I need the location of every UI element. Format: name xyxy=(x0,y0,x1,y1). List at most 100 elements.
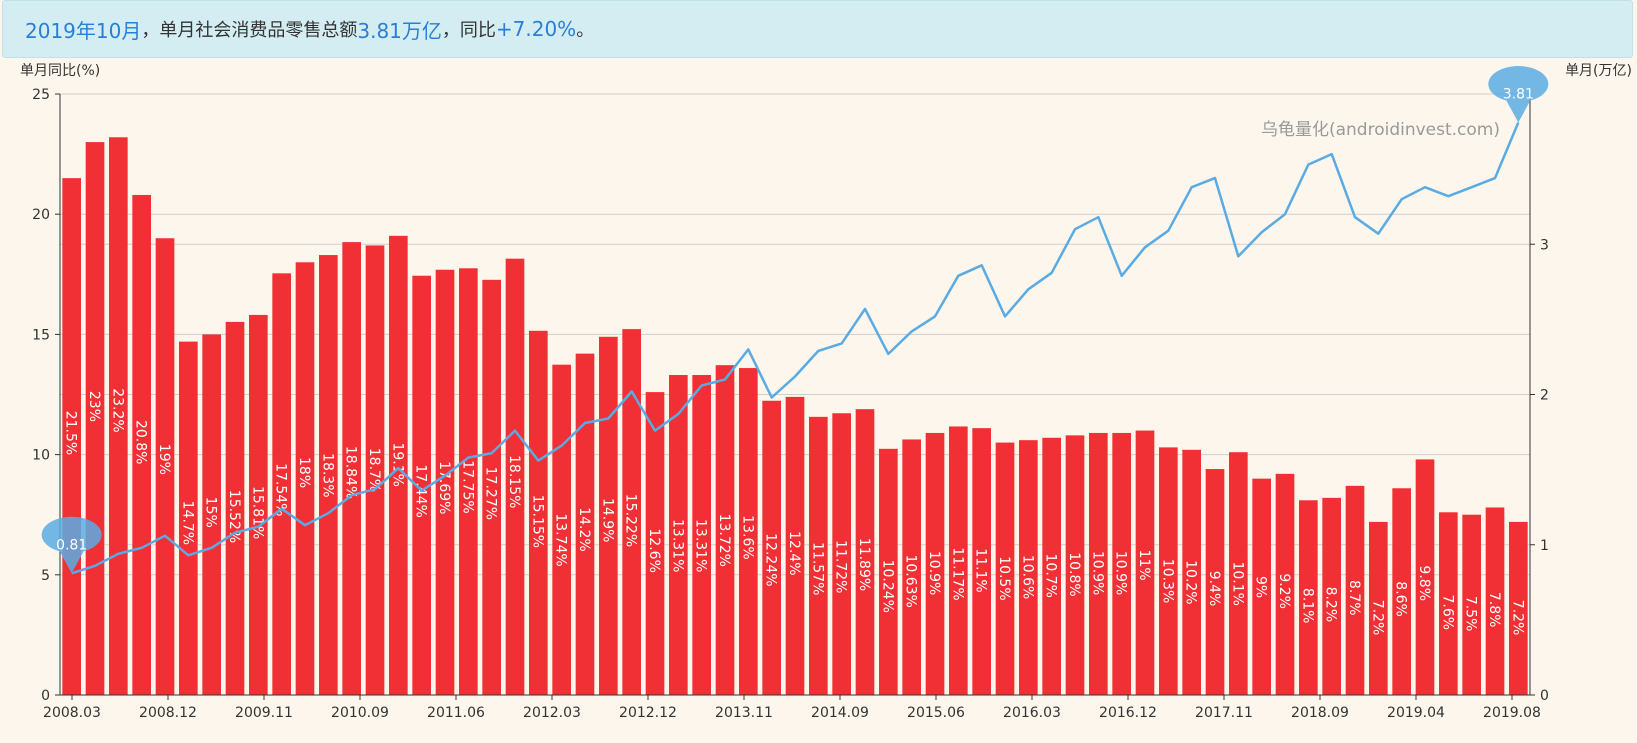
bar-label: 7.2% xyxy=(1369,600,1385,636)
bar xyxy=(435,269,455,695)
bar-label: 18% xyxy=(296,457,312,488)
right-tick-label: 2 xyxy=(1540,388,1549,404)
bar-label: 23.2% xyxy=(109,388,125,432)
bar-label: 7.5% xyxy=(1463,596,1479,632)
bar xyxy=(389,235,408,695)
bar xyxy=(995,442,1015,695)
bar-label: 10.9% xyxy=(926,551,942,595)
retail-sales-chart: 单月同比(%) 单月(万亿) 乌龟量化(androidinvest.com) 2… xyxy=(20,63,1632,721)
x-tick-label: 2016.03 xyxy=(1003,705,1061,721)
left-tick-label: 15 xyxy=(32,327,50,343)
bar-label: 10.24% xyxy=(879,560,895,613)
bar xyxy=(85,142,105,695)
x-tick-label: 2019.08 xyxy=(1483,705,1541,721)
x-tick-label: 2008.12 xyxy=(139,705,197,721)
bar xyxy=(1229,452,1248,695)
watermark: 乌龟量化(androidinvest.com) xyxy=(1261,120,1500,140)
bar xyxy=(645,392,665,695)
bar xyxy=(809,416,828,695)
bar-label: 9.4% xyxy=(1206,571,1222,607)
bar xyxy=(1205,469,1225,695)
banner-yoy: +7.20% xyxy=(495,17,577,41)
bar xyxy=(155,238,175,696)
bar-label: 7.2% xyxy=(1509,600,1525,636)
bar xyxy=(365,245,385,695)
bar-label: 15.52% xyxy=(226,490,242,543)
bar-label: 8.6% xyxy=(1393,581,1409,617)
left-tick-label: 25 xyxy=(32,87,50,103)
bar xyxy=(132,194,151,695)
marker-pin xyxy=(1488,66,1549,123)
bar xyxy=(949,426,968,695)
bar xyxy=(342,242,361,695)
bar xyxy=(669,375,688,695)
bar-label: 9.8% xyxy=(1416,565,1432,601)
right-tick-label: 0 xyxy=(1540,688,1549,704)
bar xyxy=(902,439,921,695)
bar-label: 10.2% xyxy=(1183,560,1199,604)
bar xyxy=(179,341,198,695)
bar-label: 11.72% xyxy=(833,540,849,593)
bar-label: 8.2% xyxy=(1323,587,1339,623)
bar-label: 17.69% xyxy=(436,461,452,514)
bar-label: 10.8% xyxy=(1066,552,1082,596)
bar xyxy=(319,255,338,695)
value-marker: 0.81 xyxy=(41,516,102,574)
right-axis-label: 单月(万亿) xyxy=(1565,63,1632,79)
bar-label: 21.5% xyxy=(63,411,79,455)
bar-label: 12.24% xyxy=(763,533,779,586)
bar-label: 10.9% xyxy=(1089,551,1105,595)
bar-label: 13.31% xyxy=(669,519,685,572)
marker-label: 3.81 xyxy=(1503,87,1534,103)
bar xyxy=(202,334,221,695)
bar xyxy=(1509,521,1528,695)
right-tick-label: 1 xyxy=(1540,538,1549,554)
bar-label: 14.2% xyxy=(576,507,592,551)
bar xyxy=(1392,488,1411,695)
bar-label: 14.7% xyxy=(179,501,195,545)
bar xyxy=(505,258,525,695)
x-tick-label: 2015.06 xyxy=(907,705,965,721)
bar-label: 11.57% xyxy=(809,542,825,595)
bar xyxy=(1019,440,1038,695)
bar xyxy=(249,314,268,695)
bar xyxy=(482,279,501,695)
banner-end: 。 xyxy=(576,20,595,41)
bar-label: 15.15% xyxy=(529,495,545,548)
bar-label: 10.1% xyxy=(1229,561,1245,605)
bar xyxy=(785,396,805,695)
bar-label: 17.54% xyxy=(273,463,289,516)
x-tick-label: 2010.09 xyxy=(331,705,389,721)
bar-label: 15.81% xyxy=(249,486,265,539)
bar xyxy=(599,336,618,695)
bar-label: 11% xyxy=(1136,550,1152,581)
x-tick-label: 2016.12 xyxy=(1099,705,1157,721)
bar xyxy=(225,321,245,695)
bar-label: 11.17% xyxy=(949,547,965,600)
bar-label: 18.3% xyxy=(319,453,335,497)
bar xyxy=(739,368,758,695)
marker-label: 0.81 xyxy=(56,537,87,553)
banner-amount: 3.81万亿 xyxy=(357,18,442,43)
bar-label: 10.7% xyxy=(1043,554,1059,598)
x-tick-label: 2012.03 xyxy=(523,705,581,721)
bar xyxy=(1089,432,1108,695)
bar-label: 10.3% xyxy=(1159,559,1175,603)
bar xyxy=(295,262,315,695)
bar-label: 18.15% xyxy=(506,455,522,508)
bar xyxy=(1042,437,1061,695)
bar-label: 17.75% xyxy=(459,460,475,513)
bar-label: 18.84% xyxy=(343,446,359,499)
bar xyxy=(1485,507,1505,695)
bar xyxy=(879,448,898,695)
bar-label: 7.8% xyxy=(1486,592,1502,628)
bar xyxy=(622,329,641,695)
bar xyxy=(272,273,291,695)
x-tick-label: 2019.04 xyxy=(1387,705,1445,721)
bar xyxy=(1135,430,1155,695)
bar xyxy=(1439,512,1458,695)
bar-label: 9.2% xyxy=(1276,573,1292,609)
bar-label: 13.6% xyxy=(739,515,755,559)
banner-label-1: ，单月社会消费品零售总额 xyxy=(141,20,358,41)
left-tick-label: 5 xyxy=(41,568,50,584)
